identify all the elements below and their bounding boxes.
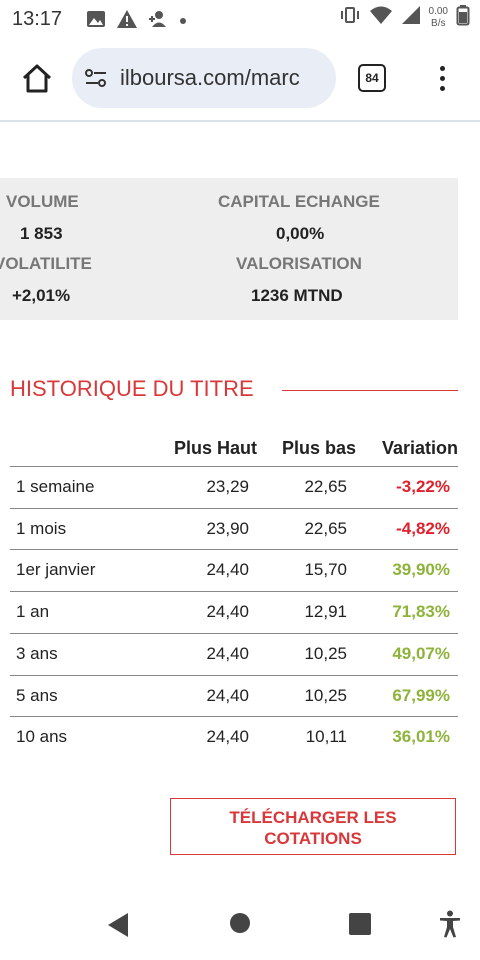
valorisation-value: 1236 MTND [251, 286, 343, 305]
table-row: 1 an 24,40 12,91 71,83% [10, 591, 458, 633]
high-value: 24,40 [206, 685, 249, 705]
table-row: 10 ans 24,40 10,11 36,01% [10, 716, 458, 758]
low-value: 10,25 [304, 643, 347, 663]
download-label-line1: TÉLÉCHARGER LES [229, 808, 397, 827]
signal-icon [401, 5, 421, 30]
low-value: 22,65 [304, 518, 347, 538]
table-row: 1 mois 23,90 22,65 -4,82% [10, 507, 458, 550]
capital-label: CAPITAL ECHANGE [218, 192, 380, 211]
table-row: 1er janvier 24,40 15,70 39,90% [10, 549, 458, 591]
high-value: 24,40 [206, 643, 249, 663]
period-label: 3 ans [16, 643, 58, 663]
home-icon [22, 64, 52, 93]
volatilite-value: +2,01% [12, 286, 71, 305]
variation-value: -3,22% [396, 477, 450, 496]
high-value: 23,29 [206, 477, 249, 496]
title-divider [282, 390, 458, 391]
back-icon[interactable] [106, 912, 130, 943]
table-row: 5 ans 24,40 10,25 67,99% [10, 674, 458, 717]
overflow-menu-icon[interactable] [438, 66, 446, 94]
browser-toolbar: ilboursa.com/marc 84 [0, 40, 480, 120]
home-circle-icon[interactable] [230, 913, 250, 933]
warning-icon [116, 9, 138, 34]
period-label: 1 an [16, 602, 50, 622]
vibrate-icon [339, 6, 361, 29]
download-quotes-button[interactable]: TÉLÉCHARGER LES COTATIONS [170, 798, 456, 855]
low-value: 22,65 [304, 477, 347, 496]
capital-value: 0,00% [276, 224, 325, 243]
notification-icons [86, 9, 188, 34]
site-settings-icon[interactable] [84, 67, 108, 94]
status-time: 13:17 [12, 8, 63, 30]
variation-value: 49,07% [392, 643, 450, 663]
table-row: 1 semaine 23,29 22,65 -3,22% [10, 466, 458, 508]
table-row: 3 ans 24,40 10,25 49,07% [10, 632, 458, 675]
home-button[interactable] [20, 62, 54, 96]
system-nav-bar [0, 890, 480, 960]
download-label-line2: COTATIONS [264, 829, 362, 848]
variation-value: 67,99% [392, 685, 450, 705]
person-add-icon [148, 10, 168, 33]
history-title: HISTORIQUE DU TITRE [10, 376, 254, 401]
speed-unit: B/s [431, 17, 446, 29]
high-value: 24,40 [206, 602, 249, 622]
volume-value: 1 853 [20, 224, 63, 243]
low-value: 15,70 [304, 560, 347, 580]
accessibility-icon[interactable] [438, 910, 462, 943]
period-label: 5 ans [16, 685, 58, 705]
network-speed: 0.00 B/s [429, 6, 448, 30]
variation-value: 36,01% [392, 727, 450, 747]
high-value: 23,90 [206, 518, 249, 538]
variation-value: 71,83% [392, 602, 450, 622]
wifi-icon [369, 5, 393, 30]
period-label: 1 mois [16, 518, 67, 538]
variation-value: -4,82% [396, 518, 450, 538]
address-bar[interactable]: ilboursa.com/marc [72, 48, 336, 108]
battery-icon [456, 4, 470, 31]
low-value: 10,11 [305, 727, 347, 747]
low-value: 12,91 [304, 602, 347, 622]
high-value: 24,40 [206, 560, 249, 580]
valorisation-label: VALORISATION [236, 254, 362, 273]
high-value: 24,40 [206, 727, 249, 747]
volatilite-label: VOLATILITE [0, 254, 92, 273]
header-variation: Variation [381, 438, 458, 458]
dot-icon [178, 13, 188, 31]
status-bar: 13:17 0.00 B/s [0, 0, 480, 40]
header-low: Plus bas [282, 438, 357, 458]
period-label: 10 ans [16, 727, 68, 747]
variation-value: 39,90% [392, 560, 450, 580]
image-icon [86, 10, 106, 33]
tab-switcher-button[interactable]: 84 [358, 64, 386, 92]
stats-panel: VOLUME 1 853 CAPITAL ECHANGE 0,00% VOLAT… [0, 178, 458, 320]
url-text[interactable]: ilboursa.com/marc [120, 65, 300, 90]
system-icons: 0.00 B/s [339, 4, 470, 31]
period-label: 1 semaine [16, 477, 95, 496]
low-value: 10,25 [304, 685, 347, 705]
speed-value: 0.00 [428, 5, 448, 17]
recents-icon[interactable] [349, 913, 371, 935]
toolbar-divider [0, 120, 480, 122]
volume-label: VOLUME [6, 192, 79, 211]
period-label: 1er janvier [16, 560, 96, 580]
header-high: Plus Haut [174, 438, 258, 458]
